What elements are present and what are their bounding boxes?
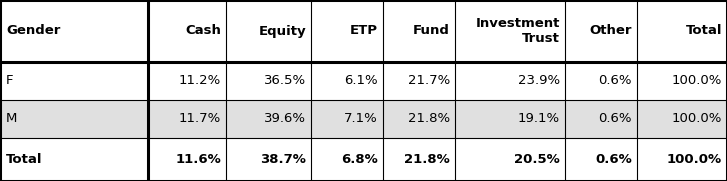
Text: 100.0%: 100.0% [672, 75, 722, 87]
Bar [0, 62, 727, 100]
Text: Gender: Gender [6, 24, 60, 37]
Text: 11.2%: 11.2% [179, 75, 221, 87]
Text: 6.1%: 6.1% [345, 75, 378, 87]
Text: 0.6%: 0.6% [598, 75, 632, 87]
Text: F: F [6, 75, 14, 87]
Bar [0, 138, 727, 181]
Text: 11.6%: 11.6% [175, 153, 221, 166]
Text: 20.5%: 20.5% [514, 153, 560, 166]
Text: Total: Total [6, 153, 42, 166]
Text: 19.1%: 19.1% [518, 113, 560, 125]
Text: Fund: Fund [413, 24, 450, 37]
Text: Investment
Trust: Investment Trust [475, 17, 560, 45]
Text: 21.8%: 21.8% [408, 113, 450, 125]
Text: 38.7%: 38.7% [260, 153, 306, 166]
Text: 21.7%: 21.7% [408, 75, 450, 87]
Text: Cash: Cash [185, 24, 221, 37]
Text: 11.7%: 11.7% [179, 113, 221, 125]
Bar [0, 100, 727, 138]
Text: ETP: ETP [350, 24, 378, 37]
Text: M: M [6, 113, 17, 125]
Text: 23.9%: 23.9% [518, 75, 560, 87]
Text: 36.5%: 36.5% [264, 75, 306, 87]
Text: 6.8%: 6.8% [341, 153, 378, 166]
Text: 7.1%: 7.1% [345, 113, 378, 125]
Text: 0.6%: 0.6% [598, 113, 632, 125]
Text: 0.6%: 0.6% [595, 153, 632, 166]
Text: 100.0%: 100.0% [672, 113, 722, 125]
Bar [0, 0, 727, 62]
Text: 100.0%: 100.0% [667, 153, 722, 166]
Text: 39.6%: 39.6% [264, 113, 306, 125]
Text: Equity: Equity [258, 24, 306, 37]
Text: Total: Total [686, 24, 722, 37]
Text: Other: Other [590, 24, 632, 37]
Text: 21.8%: 21.8% [404, 153, 450, 166]
